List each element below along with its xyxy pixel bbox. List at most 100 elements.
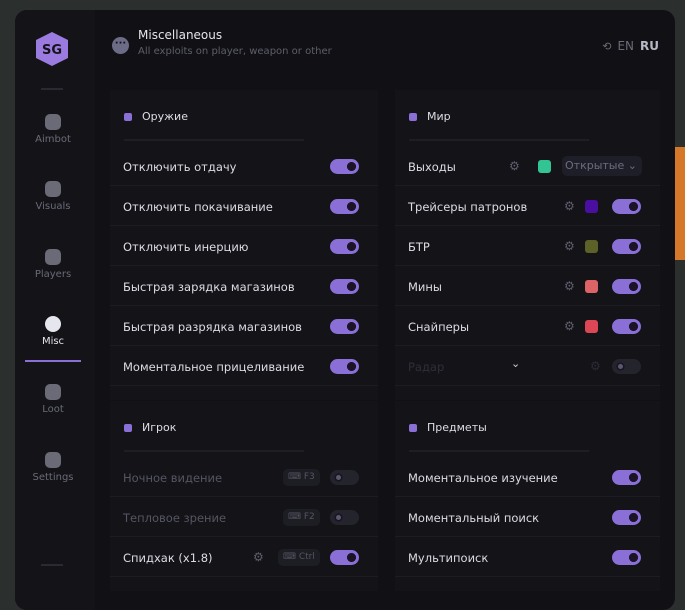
toggle-switch[interactable] — [330, 359, 359, 374]
world-section: Мир Выходы ⚙ Открытые ⌄ Трейсеры патронов ⚙ БТ… — [395, 90, 660, 400]
toggle-switch[interactable] — [612, 199, 641, 214]
setting-row: Отключить отдачу — [110, 146, 378, 186]
setting-row: Мультипоиск — [395, 537, 660, 577]
row-label: Моментальное изучение — [408, 471, 558, 485]
toggle-switch[interactable] — [330, 550, 359, 565]
sidebar-item-players[interactable]: Players — [25, 243, 81, 291]
toggle-switch[interactable] — [330, 239, 359, 254]
sidebar-item-visuals[interactable]: Visuals — [25, 175, 81, 223]
toggle-switch[interactable] — [612, 470, 641, 485]
hotkey-badge[interactable]: ⌨ F2 — [283, 509, 320, 526]
divider — [41, 88, 63, 90]
row-label: Радар — [408, 360, 445, 374]
section-header: Оружие — [124, 110, 188, 123]
toggle-switch[interactable] — [330, 319, 359, 334]
toggle-switch[interactable] — [330, 470, 359, 485]
divider — [124, 139, 304, 141]
hotkey-badge[interactable]: ⌨ Ctrl — [278, 549, 320, 566]
alien-icon — [45, 114, 61, 130]
section-header: Игрок — [124, 421, 176, 434]
setting-row: Моментальный поиск — [395, 497, 660, 537]
setting-row: Отключить покачивание — [110, 186, 378, 226]
nav-label: Settings — [32, 472, 74, 483]
sidebar-item-misc[interactable]: Misc — [25, 310, 81, 362]
lang-en[interactable]: EN — [617, 39, 635, 53]
gear-icon[interactable]: ⚙ — [564, 199, 575, 213]
toggle-switch[interactable] — [612, 550, 641, 565]
hotkey-label: F3 — [303, 472, 315, 482]
toggle-switch[interactable] — [330, 510, 359, 525]
row-label: Тепловое зрение — [123, 511, 227, 525]
row-label: Моментальный поиск — [408, 511, 540, 525]
section-title: Мир — [427, 110, 451, 123]
nav-label: Aimbot — [35, 134, 71, 145]
color-swatch[interactable] — [585, 320, 598, 333]
section-title: Оружие — [142, 110, 188, 123]
section-icon — [124, 423, 132, 432]
exits-select[interactable]: Открытые ⌄ — [562, 156, 642, 176]
weapon-section: Оружие Отключить отдачу Отключить покачива… — [110, 90, 378, 400]
toggle-switch[interactable] — [330, 279, 359, 294]
gear-icon[interactable]: ⚙ — [564, 279, 575, 293]
row-label: Выходы — [408, 160, 456, 174]
gear-icon[interactable]: ⚙ — [253, 550, 264, 564]
chevron-down-icon: ⌄ — [627, 159, 637, 172]
hotkey-badge[interactable]: ⌨ F3 — [283, 469, 320, 486]
row-label: Мины — [408, 280, 442, 294]
divider — [124, 450, 304, 452]
sidebar-item-settings[interactable]: Settings — [25, 446, 81, 494]
color-swatch[interactable] — [585, 240, 598, 253]
setting-row: Снайперы ⚙ — [395, 306, 660, 346]
items-section: Предметы Моментальное изучение Моментальны… — [395, 401, 660, 591]
toggle-switch[interactable] — [330, 159, 359, 174]
row-label: Снайперы — [408, 320, 470, 334]
more-dots-icon — [45, 316, 61, 332]
gear-icon[interactable]: ⚙ — [564, 239, 575, 253]
row-label: Отключить инерцию — [123, 240, 249, 254]
section-icon — [124, 112, 132, 121]
row-label: Отключить отдачу — [123, 160, 237, 174]
section-title: Игрок — [142, 421, 177, 434]
divider — [409, 139, 589, 141]
hotkey-label: F2 — [303, 512, 315, 522]
nav-label: Misc — [41, 336, 65, 347]
setting-row: Выходы ⚙ Открытые ⌄ — [395, 146, 660, 186]
setting-row: Быстрая зарядка магазинов — [110, 266, 378, 306]
toggle-switch[interactable] — [612, 319, 641, 334]
color-swatch[interactable] — [538, 160, 551, 173]
toggle-switch[interactable] — [612, 359, 641, 374]
chevron-down-icon[interactable]: ⌄ — [511, 357, 521, 370]
sidebar-item-loot[interactable]: Loot — [25, 378, 81, 426]
toggle-switch[interactable] — [612, 239, 641, 254]
gear-icon[interactable]: ⚙ — [564, 319, 575, 333]
setting-row: Моментальное прицеливание — [110, 346, 378, 386]
users-icon — [45, 249, 61, 265]
setting-row: Отключить инерцию — [110, 226, 378, 266]
toggle-switch[interactable] — [612, 510, 641, 525]
svg-text:SG: SG — [42, 43, 62, 58]
lang-ru[interactable]: RU — [640, 39, 659, 53]
row-label: Быстрая зарядка магазинов — [123, 280, 295, 294]
language-switcher: ⟲ EN RU — [602, 39, 659, 53]
setting-row: Быстрая разрядка магазинов — [110, 306, 378, 346]
section-header: Предметы — [409, 421, 487, 434]
color-swatch[interactable] — [585, 200, 598, 213]
list-icon — [45, 452, 61, 468]
divider — [41, 564, 63, 566]
sidebar-item-aimbot[interactable]: Aimbot — [25, 108, 81, 156]
background-decoration — [674, 147, 685, 260]
row-label: Мультипоиск — [408, 551, 489, 565]
toggle-switch[interactable] — [612, 279, 641, 294]
hotkey-label: Ctrl — [298, 552, 315, 562]
section-title: Предметы — [427, 421, 487, 434]
color-swatch[interactable] — [585, 280, 598, 293]
gear-icon[interactable]: ⚙ — [590, 359, 601, 373]
section-header: Мир — [409, 110, 451, 123]
translate-icon: ⟲ — [602, 39, 612, 53]
toggle-switch[interactable] — [330, 199, 359, 214]
briefcase-icon — [45, 384, 61, 400]
row-label: Моментальное прицеливание — [123, 360, 305, 374]
gear-icon[interactable]: ⚙ — [509, 159, 520, 173]
page-subtitle: All exploits on player, weapon or other — [138, 46, 332, 57]
player-section: Игрок Ночное видение ⌨ F3 Тепловое зрение ⌨ … — [110, 401, 378, 591]
